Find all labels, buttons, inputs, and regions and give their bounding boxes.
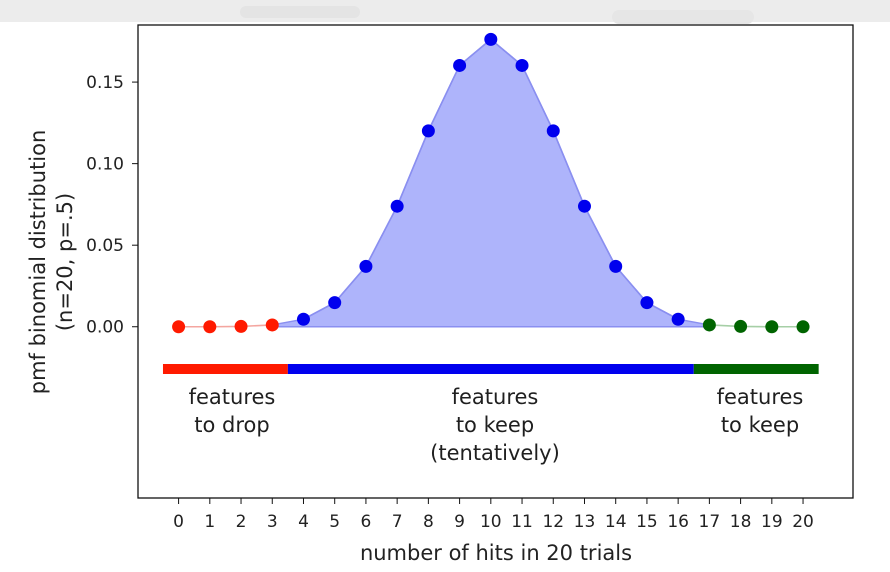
x-tick-label-9: 9: [454, 512, 465, 532]
x-tick-label-3: 3: [267, 512, 278, 532]
group-label-1-line-2: (tentatively): [430, 441, 560, 465]
x-tick-label-19: 19: [761, 512, 783, 532]
series-line-2: [709, 324, 804, 328]
data-point-8: [421, 124, 435, 138]
data-point-12: [546, 124, 560, 138]
data-point-4: [296, 312, 310, 326]
group-label-2-line-1: to keep: [721, 413, 799, 437]
data-point-10: [484, 32, 498, 46]
data-point-14: [609, 259, 623, 273]
data-point-5: [328, 296, 342, 310]
series-line-0: [178, 324, 273, 328]
x-tick-label-12: 12: [542, 512, 564, 532]
x-tick-label-0: 0: [173, 512, 184, 532]
data-point-20: [796, 320, 810, 334]
x-tick-label-5: 5: [329, 512, 340, 532]
group-label-1-line-0: features: [452, 385, 539, 409]
x-tick-label-18: 18: [730, 512, 752, 532]
x-tick-label-8: 8: [423, 512, 434, 532]
data-point-1: [203, 320, 217, 334]
data-point-9: [453, 58, 467, 72]
data-point-17: [702, 318, 716, 332]
data-point-16: [671, 312, 685, 326]
y-axis-label-line-2: (n=20, p=.5): [53, 193, 77, 331]
x-tick-label-15: 15: [636, 512, 658, 532]
x-tick-label-16: 16: [667, 512, 689, 532]
x-tick-label-14: 14: [605, 512, 627, 532]
y-axis-label-line-1: pmf binomial distribution: [26, 130, 50, 395]
group-label-0-line-0: features: [189, 385, 276, 409]
group-label-1-line-1: to keep: [456, 413, 534, 437]
x-tick-label-20: 20: [792, 512, 814, 532]
x-axis-label: number of hits in 20 trials: [360, 541, 632, 565]
x-tick-label-6: 6: [361, 512, 372, 532]
x-tick-label-10: 10: [480, 512, 502, 532]
data-point-11: [515, 58, 529, 72]
data-point-3: [265, 318, 279, 332]
data-point-0: [172, 320, 186, 334]
x-tick-label-7: 7: [392, 512, 403, 532]
data-point-15: [640, 296, 654, 310]
data-point-18: [734, 319, 748, 333]
top-bar-shape: [612, 10, 754, 24]
data-point-7: [390, 199, 404, 213]
group-label-0-line-1: to drop: [194, 413, 269, 437]
y-tick-label-0.00: 0.00: [86, 318, 124, 338]
y-tick-label-0.05: 0.05: [86, 236, 124, 256]
data-point-6: [359, 259, 373, 273]
y-tick-label-0.10: 0.10: [86, 155, 124, 175]
x-tick-label-2: 2: [236, 512, 247, 532]
top-bar: [0, 0, 890, 24]
top-bar-shape: [240, 6, 360, 18]
data-point-2: [234, 319, 248, 333]
data-point-13: [577, 199, 591, 213]
x-tick-label-11: 11: [511, 512, 533, 532]
data-point-19: [765, 320, 779, 334]
y-tick-label-0.15: 0.15: [86, 73, 124, 93]
x-tick-label-4: 4: [298, 512, 309, 532]
x-tick-label-17: 17: [699, 512, 721, 532]
x-tick-label-13: 13: [574, 512, 596, 532]
x-tick-label-1: 1: [204, 512, 215, 532]
group-label-2-line-0: features: [717, 385, 804, 409]
